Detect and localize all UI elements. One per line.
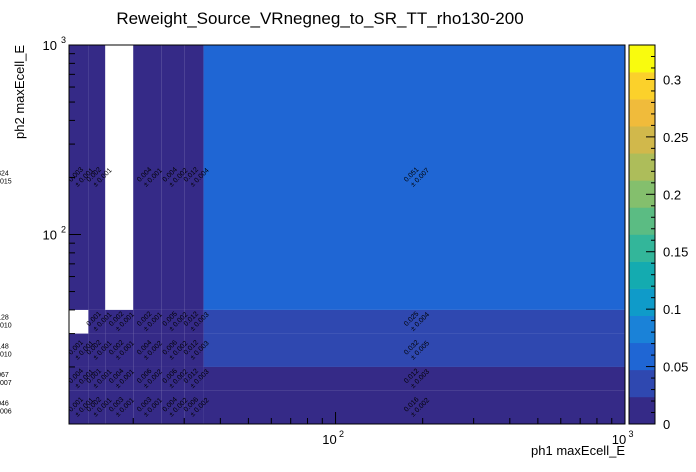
y-tick-exponent: 2 — [61, 225, 66, 235]
heatmap-cell — [133, 333, 162, 367]
cell-error-label: ± 0.010 — [0, 351, 12, 358]
heatmap-cell — [105, 366, 134, 391]
heatmap-cell — [203, 390, 625, 424]
colorbar-tick-label: 0 — [663, 417, 670, 432]
heatmap-cell — [161, 45, 185, 310]
heatmap-cell — [161, 366, 185, 391]
heatmap-cell — [88, 366, 106, 391]
heatmap-cell — [203, 45, 625, 310]
y-tick-label: 10 — [43, 38, 57, 53]
cell-value-label: 0.067 — [0, 372, 9, 379]
x-axis-label: ph1 maxEcell_E — [531, 443, 625, 458]
heatmap-cell — [88, 309, 106, 334]
heatmap-cell — [88, 45, 106, 310]
heatmap-cell — [105, 333, 134, 367]
cell-value-label: 0.128 — [0, 315, 9, 322]
colorbar-tick-label: 0.25 — [663, 130, 688, 145]
heatmap-cell — [133, 309, 162, 334]
colorbar-swatch — [629, 72, 655, 100]
x-tick-label: 10 — [612, 432, 626, 447]
cell-error-label: ± 0.015 — [0, 179, 12, 186]
x-axis-ticks: 10 2 10 3 — [132, 412, 634, 447]
colorbar-swatch — [629, 342, 655, 371]
colorbar-swatch — [629, 207, 655, 235]
colorbar-tick-label: 0.3 — [663, 72, 681, 87]
x-tick-exponent: 3 — [628, 429, 633, 439]
cell-error-label: ± 0.010 — [0, 323, 12, 330]
y-axis-label: ph2 maxEcell_E — [12, 45, 27, 139]
colorbar-swatch — [629, 261, 655, 289]
heatmap-cell — [203, 366, 625, 391]
colorbar-tick-label: 0.15 — [663, 245, 688, 260]
heatmap-cell — [133, 45, 162, 310]
colorbar-tick-label: 0.05 — [663, 360, 688, 375]
y-tick-label: 10 — [43, 228, 57, 243]
heatmap-cells — [69, 45, 625, 424]
heatmap-cell — [161, 309, 185, 334]
colorbar-swatch — [629, 45, 655, 73]
heatmap-cell — [184, 366, 204, 391]
heatmap-cell — [69, 333, 89, 367]
colorbar-swatch — [629, 315, 655, 344]
heatmap-cell — [184, 45, 204, 310]
heatmap-cell — [88, 390, 106, 424]
heatmap-cell — [184, 309, 204, 334]
heatmap-cell — [161, 390, 185, 424]
colorbar-swatch — [629, 99, 655, 127]
heatmap-cell — [69, 390, 89, 424]
heatmap-cell — [69, 45, 89, 310]
heatmap-cell — [203, 333, 625, 367]
heatmap-cell — [203, 309, 625, 334]
cell-error-label: ± 0.006 — [0, 408, 12, 415]
heatmap-cell — [133, 390, 162, 424]
colorbar: 0 0.05 0.1 0.15 0.2 0.25 0.3 — [628, 44, 688, 432]
heatmap-cell — [105, 390, 134, 424]
colorbar-tick-label: 0.2 — [663, 187, 681, 202]
heatmap-cell — [161, 333, 185, 367]
x-tick-exponent: 2 — [339, 429, 344, 439]
chart-title: Reweight_Source_VRnegneg_to_SR_TT_rho130… — [116, 9, 523, 28]
cell-value-label: 0.148 — [0, 343, 9, 350]
colorbar-swatch — [629, 369, 655, 398]
colorbar-swatch — [629, 288, 655, 317]
colorbar-swatch — [629, 126, 655, 154]
colorbar-frame — [628, 44, 656, 425]
colorbar-swatch — [629, 234, 655, 262]
heatmap-cell — [105, 309, 134, 334]
y-tick-exponent: 3 — [61, 35, 66, 45]
cell-value-label: 0.046 — [0, 400, 9, 407]
cell-value-label: 0.324 — [0, 171, 9, 178]
heatmap-cell — [133, 366, 162, 391]
colorbar-tick-label: 0.1 — [663, 302, 681, 317]
heatmap-cell — [88, 333, 106, 367]
cell-error-label: ± 0.007 — [0, 380, 12, 387]
y-axis-ticks: 10 2 10 3 — [43, 35, 81, 425]
colorbar-swatch — [629, 153, 655, 181]
x-tick-label: 10 — [322, 432, 336, 447]
heatmap-cell — [69, 366, 89, 391]
heatmap-cell — [184, 390, 204, 424]
heatmap-cell — [184, 333, 204, 367]
colorbar-swatch — [629, 396, 655, 425]
